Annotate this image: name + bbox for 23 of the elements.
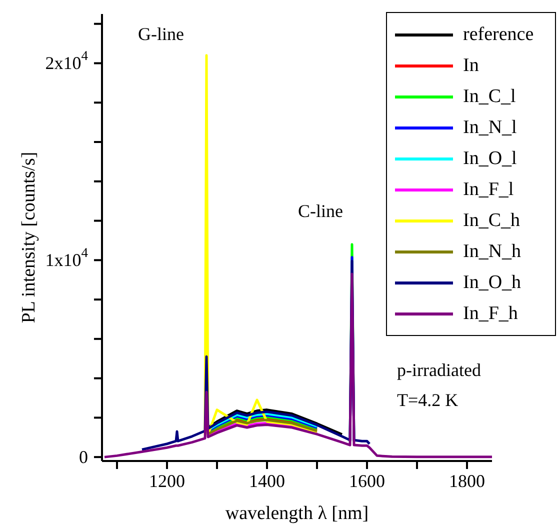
y-axis-title: PL intensity [counts/s] [18,152,40,324]
annotation: T=4.2 K [397,390,458,411]
legend-label: In_C_h [463,210,520,232]
y-tick-label: 1x10$^{4}$ [45,245,88,270]
legend-label: In_O_h [463,272,522,294]
legend-label: In_N_l [463,116,517,138]
legend-label: In [463,54,479,76]
annotation: p-irradiated [397,360,481,381]
x-tick-label: 1600 [349,471,385,491]
y-tick-label: 2x10$^{4}$ [45,48,88,74]
legend-label: In_F_h [463,302,518,324]
y-tick-label: 0 [79,447,88,468]
annotation: C-line [298,201,343,222]
legend-label: In_N_h [463,240,522,262]
annotation: G-line [138,24,184,45]
x-tick-label: 1400 [249,471,285,491]
x-tick-label: 1800 [449,471,485,491]
x-axis-title: wavelength λ [nm] [225,503,369,524]
legend-label: In_C_l [463,86,516,108]
legend-label: In_F_l [463,178,514,200]
x-tick-label: 1200 [149,471,185,491]
legend-label: In_O_l [463,148,517,170]
legend-label: reference [463,24,534,46]
